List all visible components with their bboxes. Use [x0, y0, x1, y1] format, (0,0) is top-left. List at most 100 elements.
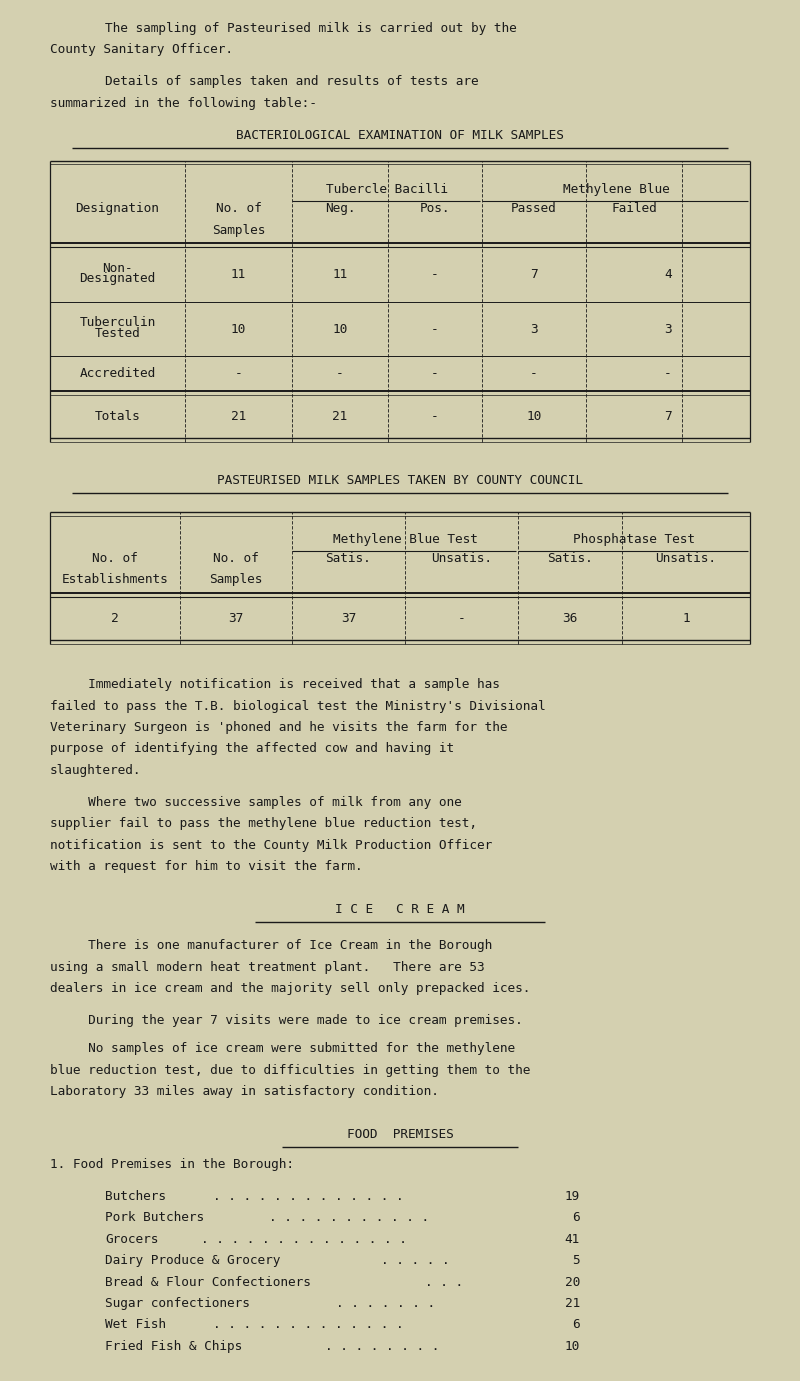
Text: Wet Fish: Wet Fish	[105, 1319, 166, 1331]
Text: 2: 2	[111, 612, 119, 626]
Text: Pos.: Pos.	[420, 202, 450, 215]
Text: The sampling of Pasteurised milk is carried out by the: The sampling of Pasteurised milk is carr…	[105, 22, 517, 35]
Text: 21: 21	[231, 410, 246, 424]
Text: -: -	[431, 367, 439, 381]
Text: FOOD  PREMISES: FOOD PREMISES	[346, 1128, 454, 1141]
Text: slaughtered.: slaughtered.	[50, 764, 142, 776]
Text: 36: 36	[562, 612, 578, 626]
Text: Details of samples taken and results of tests are: Details of samples taken and results of …	[105, 76, 478, 88]
Text: Unsatis.: Unsatis.	[655, 552, 717, 565]
Text: purpose of identifying the affected cow and having it: purpose of identifying the affected cow …	[50, 743, 454, 755]
Text: I C E   C R E A M: I C E C R E A M	[335, 903, 465, 916]
Text: 6: 6	[572, 1211, 580, 1225]
Text: Sugar confectioners: Sugar confectioners	[105, 1297, 250, 1311]
Text: dealers in ice cream and the majority sell only prepacked ices.: dealers in ice cream and the majority se…	[50, 982, 530, 996]
Text: . . . . . . . . . . . . .: . . . . . . . . . . . . .	[213, 1319, 403, 1331]
Text: Establishments: Establishments	[62, 573, 168, 587]
Text: failed to pass the T.B. biological test the Ministry's Divisional: failed to pass the T.B. biological test …	[50, 700, 546, 713]
Text: Neg.: Neg.	[325, 202, 355, 215]
Text: No. of: No. of	[216, 202, 262, 215]
Text: supplier fail to pass the methylene blue reduction test,: supplier fail to pass the methylene blue…	[50, 818, 477, 830]
Text: . . . . . . .: . . . . . . .	[336, 1297, 435, 1311]
Text: 1. Food Premises in the Borough:: 1. Food Premises in the Borough:	[50, 1157, 294, 1171]
Text: Grocers: Grocers	[105, 1233, 158, 1246]
Text: -: -	[431, 410, 439, 424]
Text: 21: 21	[565, 1297, 580, 1311]
Text: During the year 7 visits were made to ice cream premises.: During the year 7 visits were made to ic…	[50, 1014, 522, 1027]
Text: . . . . . . . . . . .: . . . . . . . . . . .	[269, 1211, 429, 1225]
Text: 10: 10	[231, 323, 246, 336]
Text: 3: 3	[530, 323, 538, 336]
Text: Methylene Blue: Methylene Blue	[562, 182, 670, 196]
Text: 1: 1	[682, 612, 690, 626]
Text: Unsatis.: Unsatis.	[431, 552, 492, 565]
Text: 7: 7	[664, 410, 672, 424]
Text: Tested: Tested	[94, 327, 140, 340]
Text: PASTEURISED MILK SAMPLES TAKEN BY COUNTY COUNCIL: PASTEURISED MILK SAMPLES TAKEN BY COUNTY…	[217, 474, 583, 487]
Text: 21: 21	[332, 410, 348, 424]
Text: Passed: Passed	[511, 202, 557, 215]
Text: Immediately notification is received that a sample has: Immediately notification is received tha…	[50, 678, 500, 690]
Text: 4: 4	[664, 268, 672, 280]
Text: . . . . . . . . . . . . .: . . . . . . . . . . . . .	[213, 1190, 403, 1203]
Text: -: -	[530, 367, 538, 381]
Text: Pork Butchers: Pork Butchers	[105, 1211, 204, 1225]
Text: 11: 11	[231, 268, 246, 280]
Text: Designation: Designation	[75, 202, 159, 215]
Text: 20: 20	[565, 1276, 580, 1288]
Text: Tuberculin: Tuberculin	[79, 316, 156, 329]
Text: 5: 5	[572, 1254, 580, 1268]
Text: BACTERIOLOGICAL EXAMINATION OF MILK SAMPLES: BACTERIOLOGICAL EXAMINATION OF MILK SAMP…	[236, 128, 564, 142]
Text: . . . . .: . . . . .	[381, 1254, 450, 1268]
Text: Satis.: Satis.	[547, 552, 593, 565]
Text: -: -	[431, 268, 439, 280]
Text: No samples of ice cream were submitted for the methylene: No samples of ice cream were submitted f…	[50, 1043, 515, 1055]
Text: Where two successive samples of milk from any one: Where two successive samples of milk fro…	[50, 795, 462, 809]
Text: Failed: Failed	[611, 202, 657, 215]
Text: summarized in the following table:-: summarized in the following table:-	[50, 97, 317, 109]
Text: Methylene Blue Test: Methylene Blue Test	[333, 533, 478, 545]
Text: notification is sent to the County Milk Production Officer: notification is sent to the County Milk …	[50, 838, 492, 852]
Text: blue reduction test, due to difficulties in getting them to the: blue reduction test, due to difficulties…	[50, 1063, 530, 1077]
Text: Totals: Totals	[94, 410, 140, 424]
Text: Samples: Samples	[210, 573, 262, 587]
Text: 3: 3	[664, 323, 672, 336]
Text: 11: 11	[332, 268, 348, 280]
Text: 19: 19	[565, 1190, 580, 1203]
Text: Bread & Flour Confectioners: Bread & Flour Confectioners	[105, 1276, 311, 1288]
Text: No. of: No. of	[213, 552, 259, 565]
Text: County Sanitary Officer.: County Sanitary Officer.	[50, 43, 233, 57]
Text: . . . . . . . . . . . . . .: . . . . . . . . . . . . . .	[202, 1233, 407, 1246]
Text: Veterinary Surgeon is 'phoned and he visits the farm for the: Veterinary Surgeon is 'phoned and he vis…	[50, 721, 507, 733]
Text: 37: 37	[341, 612, 356, 626]
Text: 6: 6	[572, 1319, 580, 1331]
Text: -: -	[336, 367, 344, 381]
Text: Accredited: Accredited	[79, 367, 156, 381]
Text: Phosphatase Test: Phosphatase Test	[573, 533, 695, 545]
Text: 7: 7	[530, 268, 538, 280]
Text: using a small modern heat treatment plant.   There are 53: using a small modern heat treatment plan…	[50, 961, 485, 974]
Text: Satis.: Satis.	[326, 552, 371, 565]
Text: -: -	[234, 367, 242, 381]
Text: -: -	[458, 612, 466, 626]
Text: There is one manufacturer of Ice Cream in the Borough: There is one manufacturer of Ice Cream i…	[50, 939, 492, 953]
Text: Butchers: Butchers	[105, 1190, 166, 1203]
Text: 10: 10	[565, 1340, 580, 1353]
Text: with a request for him to visit the farm.: with a request for him to visit the farm…	[50, 860, 362, 873]
Text: 41: 41	[565, 1233, 580, 1246]
Text: Samples: Samples	[212, 224, 265, 236]
Text: -: -	[431, 323, 439, 336]
Text: No. of: No. of	[92, 552, 138, 565]
Text: 10: 10	[332, 323, 348, 336]
Text: 37: 37	[228, 612, 244, 626]
Text: -: -	[664, 367, 672, 381]
Text: Laboratory 33 miles away in satisfactory condition.: Laboratory 33 miles away in satisfactory…	[50, 1085, 439, 1098]
Text: Dairy Produce & Grocery: Dairy Produce & Grocery	[105, 1254, 280, 1268]
Text: Non-: Non-	[102, 261, 133, 275]
Text: . . . . . . . .: . . . . . . . .	[325, 1340, 439, 1353]
Text: 10: 10	[526, 410, 542, 424]
Text: Designated: Designated	[79, 272, 156, 286]
Text: Tubercle Bacilli: Tubercle Bacilli	[326, 182, 448, 196]
Text: . . .: . . .	[426, 1276, 463, 1288]
Text: Fried Fish & Chips: Fried Fish & Chips	[105, 1340, 242, 1353]
